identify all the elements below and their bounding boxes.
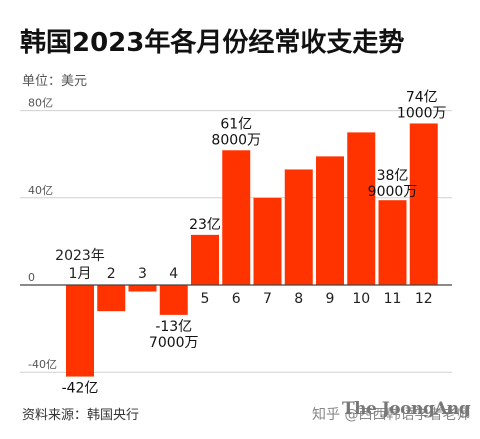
bar	[128, 285, 157, 292]
bar	[378, 200, 407, 285]
data-label: 7000万	[149, 335, 199, 351]
y-tick-label: -40亿	[28, 358, 57, 371]
x-tick-label: 6	[232, 291, 241, 307]
bar	[66, 285, 94, 377]
x-tick-label: 7	[263, 291, 272, 307]
chart-title: 韩国2023年各月份经常收支走势	[20, 28, 405, 58]
bar	[284, 169, 313, 285]
data-label: -42亿	[62, 381, 99, 397]
bar	[222, 150, 251, 285]
source-note: 资料来源：韩国央行	[22, 408, 140, 423]
x-tick-label: 8	[294, 291, 303, 307]
data-label: 61亿	[220, 116, 252, 132]
x-tick-label: 10	[352, 291, 370, 307]
data-label: 8000万	[211, 132, 261, 148]
bar	[191, 234, 219, 285]
data-label: 1000万	[397, 105, 447, 121]
y-tick-label: 80亿	[28, 97, 53, 110]
y-tick-label: 0	[28, 271, 35, 284]
bar	[253, 197, 282, 285]
year-label: 2023年	[55, 248, 105, 264]
bar	[316, 156, 344, 285]
x-tick-label: 2	[107, 266, 116, 282]
x-tick-label: 3	[138, 266, 147, 282]
x-tick-label: 1月	[69, 266, 92, 282]
data-label: 23亿	[189, 217, 221, 233]
data-label: 38亿	[377, 168, 409, 184]
unit-label: 单位：美元	[22, 74, 88, 89]
x-tick-label: 4	[169, 266, 178, 282]
bar	[409, 123, 438, 285]
y-tick-label: 40亿	[28, 184, 53, 197]
data-label: 9000万	[368, 184, 418, 200]
bar	[97, 285, 126, 312]
x-tick-label: 9	[326, 291, 335, 307]
x-tick-label: 5	[201, 291, 210, 307]
bar	[347, 132, 376, 285]
bar	[159, 285, 188, 315]
data-label: 74亿	[406, 89, 438, 105]
data-label: -13亿	[155, 319, 192, 335]
brand-logo: The JoongAng	[342, 399, 471, 419]
watermark-text: 知乎 @西西韩语学者老师	[312, 407, 471, 423]
x-tick-label: 11	[384, 291, 402, 307]
x-tick-label: 12	[415, 291, 433, 307]
